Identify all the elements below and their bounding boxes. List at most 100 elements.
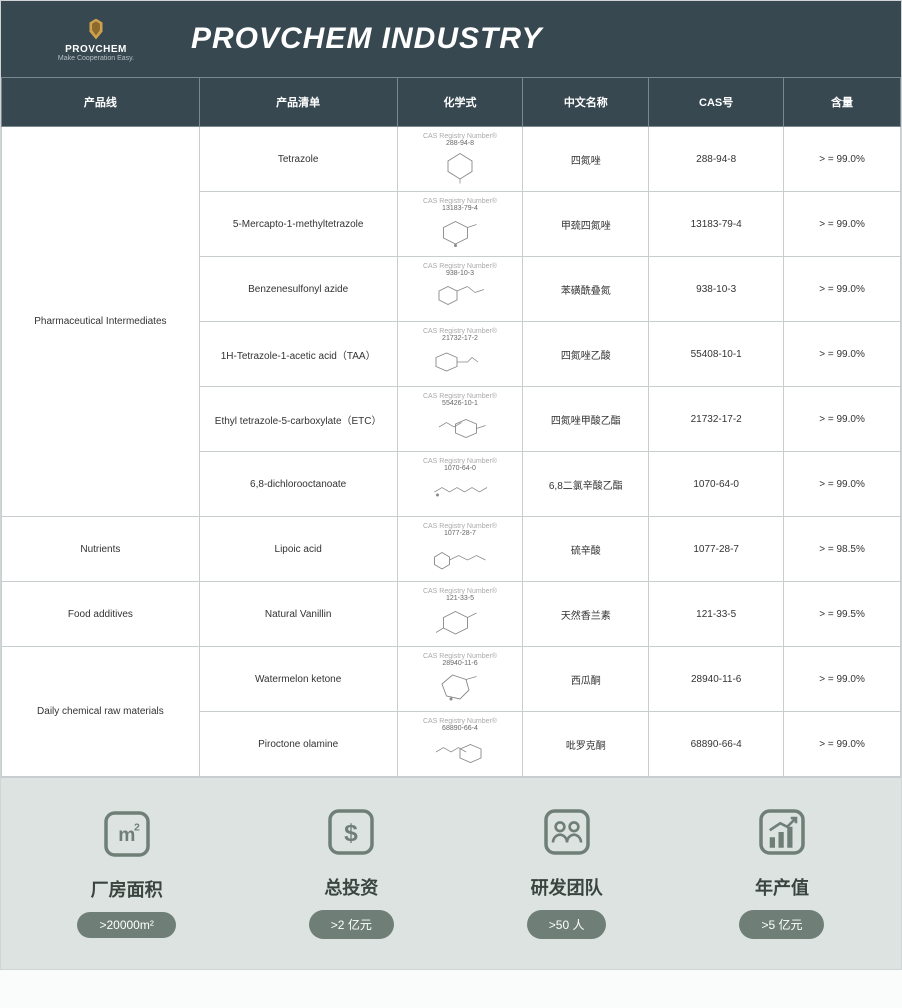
chem-structure-cell: CAS Registry Number®1070-64-0 bbox=[397, 452, 523, 517]
chem-cas-small: CAS Registry Number®55426-10-1 bbox=[402, 393, 519, 407]
purity-cell: > = 99.0% bbox=[784, 322, 901, 387]
molecule-icon bbox=[420, 474, 500, 510]
logo-name: PROVCHEM bbox=[21, 44, 171, 55]
cas-cell: 28940-11-6 bbox=[649, 647, 784, 712]
logo-block: PROVCHEM Make Cooperation Easy. bbox=[21, 16, 171, 62]
products-table: 产品线产品清单化学式中文名称CAS号含量 Pharmaceutical Inte… bbox=[1, 77, 901, 777]
stat-item-dollar: $ 总投资 >2 亿元 bbox=[309, 804, 394, 939]
purity-cell: > = 99.0% bbox=[784, 387, 901, 452]
cas-cell: 21732-17-2 bbox=[649, 387, 784, 452]
stat-value: >20000m² bbox=[77, 912, 175, 938]
chem-structure-cell: CAS Registry Number®121-33-5 bbox=[397, 582, 523, 647]
cas-cell: 938-10-3 bbox=[649, 257, 784, 322]
logo-icon bbox=[83, 16, 109, 42]
growth-icon bbox=[754, 804, 810, 860]
cas-cell: 121-33-5 bbox=[649, 582, 784, 647]
product-name-cell: Natural Vanillin bbox=[199, 582, 397, 647]
product-name-cell: Watermelon ketone bbox=[199, 647, 397, 712]
chinese-name-cell: 甲巯四氮唑 bbox=[523, 192, 649, 257]
chem-cas-small: CAS Registry Number®1070-64-0 bbox=[402, 458, 519, 472]
chem-cas-small: CAS Registry Number®13183-79-4 bbox=[402, 198, 519, 212]
chinese-name-cell: 四氮唑乙酸 bbox=[523, 322, 649, 387]
logo-tagline: Make Cooperation Easy. bbox=[21, 55, 171, 62]
chem-structure-cell: CAS Registry Number®68890-66-4 bbox=[397, 712, 523, 777]
col-header-4: CAS号 bbox=[649, 78, 784, 127]
stat-item-growth: 年产值 >5 亿元 bbox=[739, 804, 824, 939]
header-bar: PROVCHEM Make Cooperation Easy. PROVCHEM… bbox=[1, 1, 901, 77]
purity-cell: > = 98.5% bbox=[784, 517, 901, 582]
chem-structure-cell: CAS Registry Number®938-10-3 bbox=[397, 257, 523, 322]
table-row: Daily chemical raw materialsWatermelon k… bbox=[2, 647, 901, 712]
stat-value: >50 人 bbox=[527, 910, 607, 939]
chinese-name-cell: 苯磺酰叠氮 bbox=[523, 257, 649, 322]
stat-label: 厂房面积 bbox=[77, 876, 175, 902]
svg-text:2: 2 bbox=[134, 821, 140, 833]
purity-cell: > = 99.0% bbox=[784, 712, 901, 777]
cas-cell: 55408-10-1 bbox=[649, 322, 784, 387]
chem-cas-small: CAS Registry Number®28940-11-6 bbox=[402, 653, 519, 667]
product-name-cell: Ethyl tetrazole-5-carboxylate（ETC） bbox=[199, 387, 397, 452]
product-name-cell: 1H-Tetrazole-1-acetic acid（TAA） bbox=[199, 322, 397, 387]
chem-cas-small: CAS Registry Number®21732-17-2 bbox=[402, 328, 519, 342]
stat-label: 年产值 bbox=[739, 874, 824, 900]
stat-value: >5 亿元 bbox=[739, 910, 824, 939]
svg-text:m: m bbox=[118, 825, 135, 846]
stat-item-area: m2 厂房面积 >20000m² bbox=[77, 806, 175, 938]
cas-cell: 288-94-8 bbox=[649, 127, 784, 192]
product-name-cell: Piroctone olamine bbox=[199, 712, 397, 777]
product-name-cell: Lipoic acid bbox=[199, 517, 397, 582]
category-cell: Pharmaceutical Intermediates bbox=[2, 127, 200, 517]
cas-cell: 1070-64-0 bbox=[649, 452, 784, 517]
dollar-icon: $ bbox=[323, 804, 379, 860]
product-name-cell: Tetrazole bbox=[199, 127, 397, 192]
cas-cell: 1077-28-7 bbox=[649, 517, 784, 582]
table-row: NutrientsLipoic acid CAS Registry Number®… bbox=[2, 517, 901, 582]
table-body: Pharmaceutical IntermediatesTetrazoleCAS… bbox=[2, 127, 901, 777]
chem-cas-small: CAS Registry Number®288-94-8 bbox=[402, 133, 519, 147]
chinese-name-cell: 西瓜酮 bbox=[523, 647, 649, 712]
molecule-icon bbox=[420, 734, 500, 770]
stat-label: 总投资 bbox=[309, 874, 394, 900]
chinese-name-cell: 天然香兰素 bbox=[523, 582, 649, 647]
chinese-name-cell: 吡罗克酮 bbox=[523, 712, 649, 777]
team-icon bbox=[539, 804, 595, 860]
cas-cell: 13183-79-4 bbox=[649, 192, 784, 257]
col-header-3: 中文名称 bbox=[523, 78, 649, 127]
product-name-cell: Benzenesulfonyl azide bbox=[199, 257, 397, 322]
category-cell: Daily chemical raw materials bbox=[2, 647, 200, 777]
chem-structure-cell: CAS Registry Number®288-94-8 bbox=[397, 127, 523, 192]
col-header-0: 产品线 bbox=[2, 78, 200, 127]
molecule-icon bbox=[420, 279, 500, 315]
molecule-icon bbox=[420, 669, 500, 705]
purity-cell: > = 99.0% bbox=[784, 452, 901, 517]
stat-label: 研发团队 bbox=[527, 874, 607, 900]
chem-structure-cell: CAS Registry Number®13183-79-4 bbox=[397, 192, 523, 257]
molecule-icon bbox=[420, 214, 500, 250]
table-row: Food additivesNatural VanillinCAS Regist… bbox=[2, 582, 901, 647]
purity-cell: > = 99.0% bbox=[784, 647, 901, 712]
chem-cas-small: CAS Registry Number®121-33-5 bbox=[402, 588, 519, 602]
cas-cell: 68890-66-4 bbox=[649, 712, 784, 777]
area-icon: m2 bbox=[99, 806, 155, 862]
chinese-name-cell: 四氮唑甲酸乙酯 bbox=[523, 387, 649, 452]
stats-bar: m2 厂房面积 >20000m² $ 总投资 >2 亿元 研发团队 >50 人 年产值 >5 亿元 bbox=[1, 777, 901, 969]
molecule-icon bbox=[420, 149, 500, 185]
category-cell: Nutrients bbox=[2, 517, 200, 582]
molecule-icon bbox=[420, 344, 500, 380]
chem-cas-small: CAS Registry Number®1077-28-7 bbox=[402, 523, 519, 537]
stat-value: >2 亿元 bbox=[309, 910, 394, 939]
chem-structure-cell: CAS Registry Number®55426-10-1 bbox=[397, 387, 523, 452]
molecule-icon bbox=[420, 409, 500, 445]
chem-structure-cell: CAS Registry Number®1077-28-7 bbox=[397, 517, 523, 582]
svg-text:$: $ bbox=[344, 820, 358, 847]
chinese-name-cell: 硫辛酸 bbox=[523, 517, 649, 582]
purity-cell: > = 99.0% bbox=[784, 192, 901, 257]
table-head: 产品线产品清单化学式中文名称CAS号含量 bbox=[2, 78, 901, 127]
col-header-5: 含量 bbox=[784, 78, 901, 127]
col-header-2: 化学式 bbox=[397, 78, 523, 127]
page: PROVCHEM Make Cooperation Easy. PROVCHEM… bbox=[0, 0, 902, 970]
molecule-icon bbox=[420, 604, 500, 640]
chinese-name-cell: 四氮唑 bbox=[523, 127, 649, 192]
chinese-name-cell: 6,8二氯辛酸乙酯 bbox=[523, 452, 649, 517]
chem-structure-cell: CAS Registry Number®28940-11-6 bbox=[397, 647, 523, 712]
